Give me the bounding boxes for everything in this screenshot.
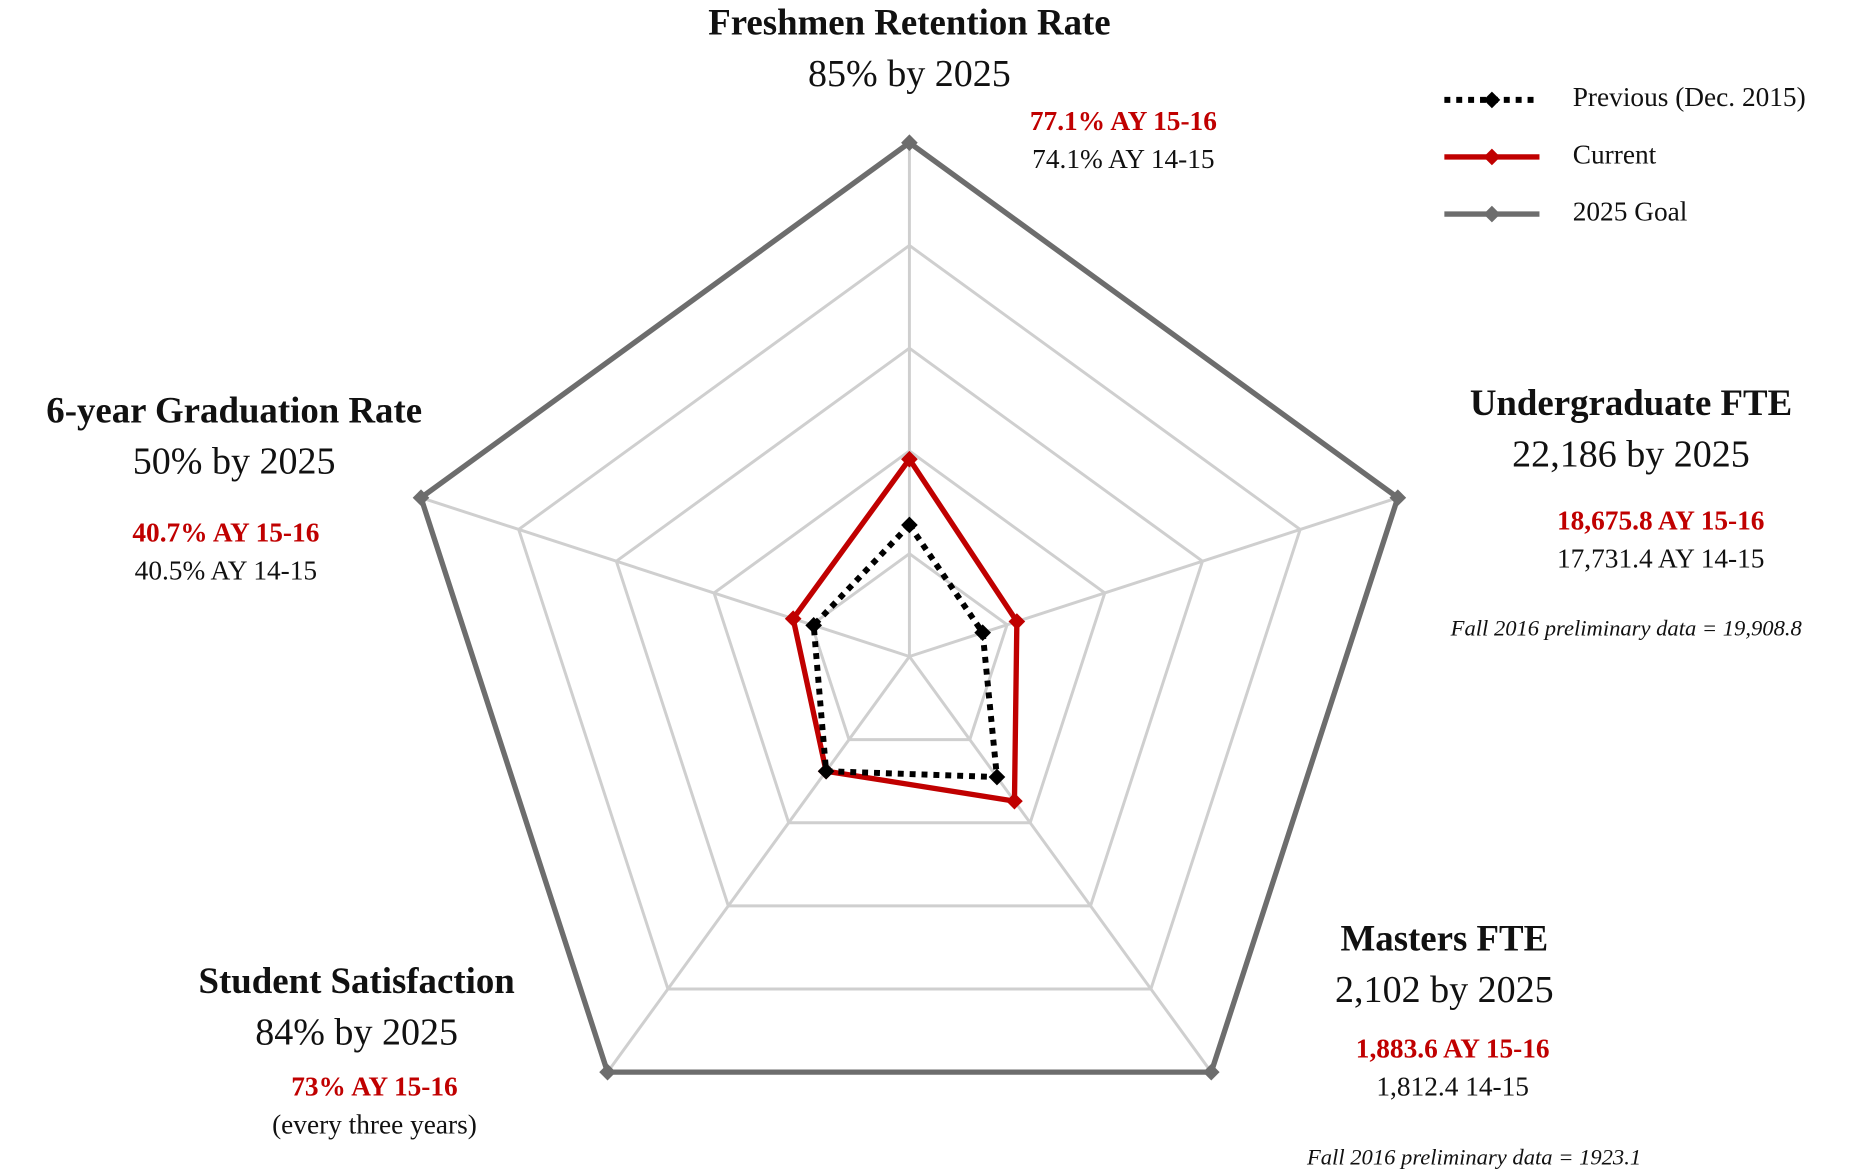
series-line: [790, 456, 1020, 804]
series-marker: [784, 610, 802, 628]
axis-current: 1,883.6 AY 15-16: [1356, 1034, 1550, 1064]
grid-ring: [712, 449, 1107, 825]
axis-title: Masters FTE: [1341, 917, 1549, 958]
axis-current: 18,675.8 AY 15-16: [1557, 506, 1764, 536]
axis-previous: 1,812.4 14-15: [1376, 1072, 1529, 1102]
legend-marker: [1483, 205, 1501, 223]
axis-note: Fall 2016 preliminary data = 19,908.8: [1450, 615, 1803, 640]
series-marker: [1202, 1063, 1220, 1081]
grid-ring: [516, 243, 1302, 991]
axis-title: Undergraduate FTE: [1470, 382, 1792, 423]
legend-label: Current: [1573, 139, 1657, 169]
axis-current: 73% AY 15-16: [291, 1072, 457, 1102]
axis-title: Student Satisfaction: [199, 960, 515, 1001]
axis-title: 6-year Graduation Rate: [46, 389, 422, 430]
spoke: [908, 496, 1399, 658]
legend-label: 2025 Goal: [1573, 196, 1688, 226]
axis-goal: 50% by 2025: [133, 441, 336, 483]
axis-previous: (every three years): [272, 1110, 477, 1140]
series-marker: [599, 1063, 616, 1081]
series-marker: [974, 624, 991, 641]
axis-previous: 40.5% AY 14-15: [135, 556, 317, 586]
legend-marker: [1483, 91, 1501, 109]
series-line: [418, 140, 1401, 1075]
axis-current: 77.1% AY 15-16: [1030, 106, 1217, 136]
axis-previous: 17,731.4 AY 14-15: [1557, 544, 1764, 574]
axis-title: Freshmen Retention Rate: [708, 2, 1110, 43]
axis-goal: 22,186 by 2025: [1512, 434, 1750, 476]
spoke: [420, 496, 910, 658]
series-marker: [1389, 489, 1407, 507]
axis-goal: 84% by 2025: [255, 1012, 458, 1054]
series-marker: [988, 768, 1006, 786]
axis-goal: 85% by 2025: [808, 53, 1011, 95]
spoke: [606, 655, 911, 1073]
spoke: [908, 655, 1213, 1073]
series-line: [810, 521, 1000, 780]
axis-previous: 74.1% AY 14-15: [1032, 144, 1214, 174]
grid-ring: [614, 346, 1205, 908]
series-marker: [901, 516, 918, 534]
axis-note: Fall 2016 preliminary data = 1923.1: [1306, 1145, 1641, 1170]
legend-marker: [1483, 148, 1501, 166]
axis-goal: 2,102 by 2025: [1335, 969, 1554, 1011]
legend-label: Previous (Dec. 2015): [1573, 82, 1806, 112]
axis-current: 40.7% AY 15-16: [132, 517, 319, 547]
